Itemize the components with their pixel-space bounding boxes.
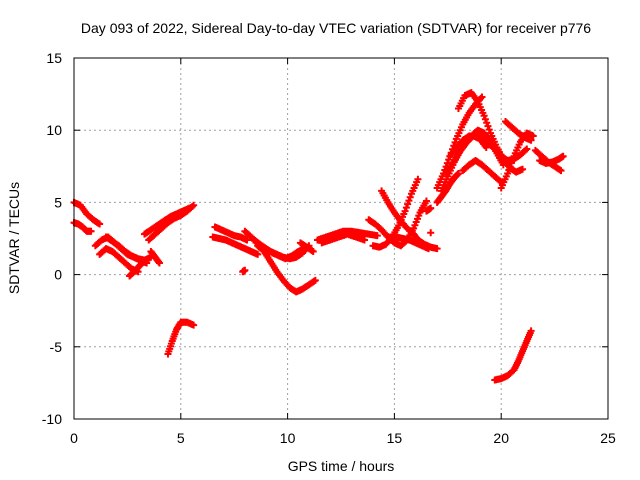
data-point [406, 193, 414, 201]
data-point [427, 229, 435, 237]
data-series-seg-neg-2 [491, 327, 535, 384]
x-axis-label: GPS time / hours [288, 458, 395, 474]
y-tick-label: 0 [54, 267, 62, 283]
x-tick-label: 0 [70, 430, 78, 446]
data-point [523, 145, 531, 153]
data-series-seg-mid-2 [209, 233, 262, 258]
data-point [414, 175, 422, 183]
data-series-seg-early-8 [145, 201, 198, 244]
data-point [254, 250, 262, 258]
y-axis-label: SDTVAR / TECUs [6, 182, 22, 294]
data-point [405, 197, 413, 205]
data-series-seg-neg-1 [164, 318, 198, 358]
data-point [96, 220, 104, 228]
y-tick-label: 5 [54, 194, 62, 210]
data-series-seg-mid-3 [239, 266, 249, 276]
data-point [478, 93, 486, 101]
data-point [527, 327, 535, 335]
data-point [484, 122, 492, 130]
data-point [507, 159, 515, 167]
plot-frame [73, 57, 609, 420]
data-point [443, 159, 451, 167]
data-point [496, 177, 504, 185]
data-series-seg-late-2 [318, 230, 368, 247]
data-point [190, 201, 198, 209]
x-tick-label: 25 [600, 430, 616, 446]
data-point [519, 165, 527, 173]
data-point [402, 204, 410, 212]
x-tick-label: 15 [387, 430, 403, 446]
y-tick-label: -10 [42, 411, 62, 427]
data-point [190, 321, 198, 329]
x-tick-label: 20 [493, 430, 509, 446]
data-point [311, 276, 319, 284]
x-tick-label: 5 [177, 430, 185, 446]
data-point [241, 266, 249, 274]
y-tick-label: -5 [50, 339, 63, 355]
data-series-seg-tail-2 [536, 152, 567, 167]
data-point [527, 136, 535, 144]
data-series-seg-late-6 [386, 233, 433, 253]
data-point [445, 156, 453, 164]
data-point [557, 167, 565, 175]
data-series-seg-peak-8 [501, 118, 535, 144]
data-series-seg-early-6 [126, 259, 146, 280]
data-series-seg-early-1 [70, 198, 104, 228]
data-point [243, 236, 251, 244]
data-point [485, 126, 493, 134]
data-series-seg-mid-5 [254, 242, 319, 296]
data-point [360, 236, 368, 244]
data-point [401, 207, 409, 215]
data-point [87, 227, 95, 235]
x-tick-label: 10 [280, 430, 296, 446]
data-point [433, 245, 441, 253]
data-point [454, 170, 462, 178]
y-tick-label: 15 [46, 50, 62, 66]
data-series-seg-mid-1 [211, 223, 251, 244]
data-point [504, 170, 512, 178]
data-point [373, 232, 381, 240]
data-point [188, 202, 196, 210]
data-series-seg-late-7 [422, 204, 435, 215]
data-series-seg-mid-7 [296, 239, 317, 255]
data-point [138, 259, 146, 267]
data-series-seg-peak-9 [433, 170, 462, 206]
data-point [422, 197, 430, 205]
data-point [155, 259, 163, 267]
chart-title: Day 093 of 2022, Sidereal Day-to-day VTE… [81, 20, 591, 36]
data-series-seg-peak-6 [459, 157, 505, 186]
y-tick-label: 10 [46, 122, 62, 138]
data-point [404, 200, 412, 208]
data-series-seg-early-5 [102, 233, 155, 264]
data-point [309, 247, 317, 255]
data-points [70, 89, 567, 384]
data-point [505, 166, 513, 174]
data-series-seg-late-8 [427, 229, 435, 237]
data-point [509, 156, 517, 164]
axis-ticks: 0 5 10 15 20 25 -10 -5 0 5 10 15 [42, 50, 616, 446]
data-series-seg-early-2 [70, 219, 95, 235]
data-point [480, 112, 488, 120]
data-point [506, 163, 514, 171]
data-point [522, 146, 530, 154]
data-point [425, 245, 433, 253]
data-point [483, 119, 491, 127]
data-point [427, 204, 435, 212]
data-point [559, 152, 567, 160]
data-point [481, 115, 489, 123]
data-series-seg-early-9 [147, 247, 163, 267]
data-point [529, 132, 537, 140]
